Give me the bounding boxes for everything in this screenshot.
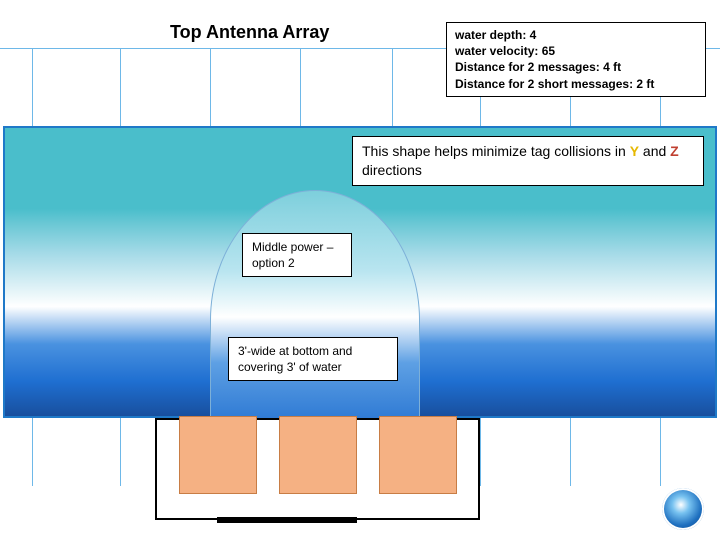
noaa-logo-icon [662, 488, 704, 530]
diagram-canvas: Top Antenna Array water depth: 4 water v… [0, 0, 720, 540]
antenna-element [379, 416, 457, 494]
callout-text: 3'-wide at bottom and covering 3' of wat… [238, 344, 352, 374]
antenna-element [179, 416, 257, 494]
callout-text: This shape helps minimize tag collisions… [362, 143, 630, 159]
param-distance-2msg: Distance for 2 messages: 4 ft [455, 59, 697, 75]
diagram-title: Top Antenna Array [170, 22, 329, 43]
axis-z-label: Z [670, 143, 679, 159]
param-water-depth: water depth: 4 [455, 27, 697, 43]
param-water-velocity: water velocity: 65 [455, 43, 697, 59]
param-distance-2short: Distance for 2 short messages: 2 ft [455, 76, 697, 92]
callout-bottom-width: 3'-wide at bottom and covering 3' of wat… [228, 337, 398, 381]
callout-text: and [639, 143, 670, 159]
antenna-assembly-frame [155, 418, 480, 520]
antenna-element [279, 416, 357, 494]
axis-y-label: Y [630, 143, 639, 159]
callout-shape-purpose: This shape helps minimize tag collisions… [352, 136, 704, 186]
callout-text: directions [362, 162, 422, 178]
parameters-box: water depth: 4 water velocity: 65 Distan… [446, 22, 706, 97]
callout-text: Middle power – option 2 [252, 240, 333, 270]
callout-middle-power: Middle power – option 2 [242, 233, 352, 277]
